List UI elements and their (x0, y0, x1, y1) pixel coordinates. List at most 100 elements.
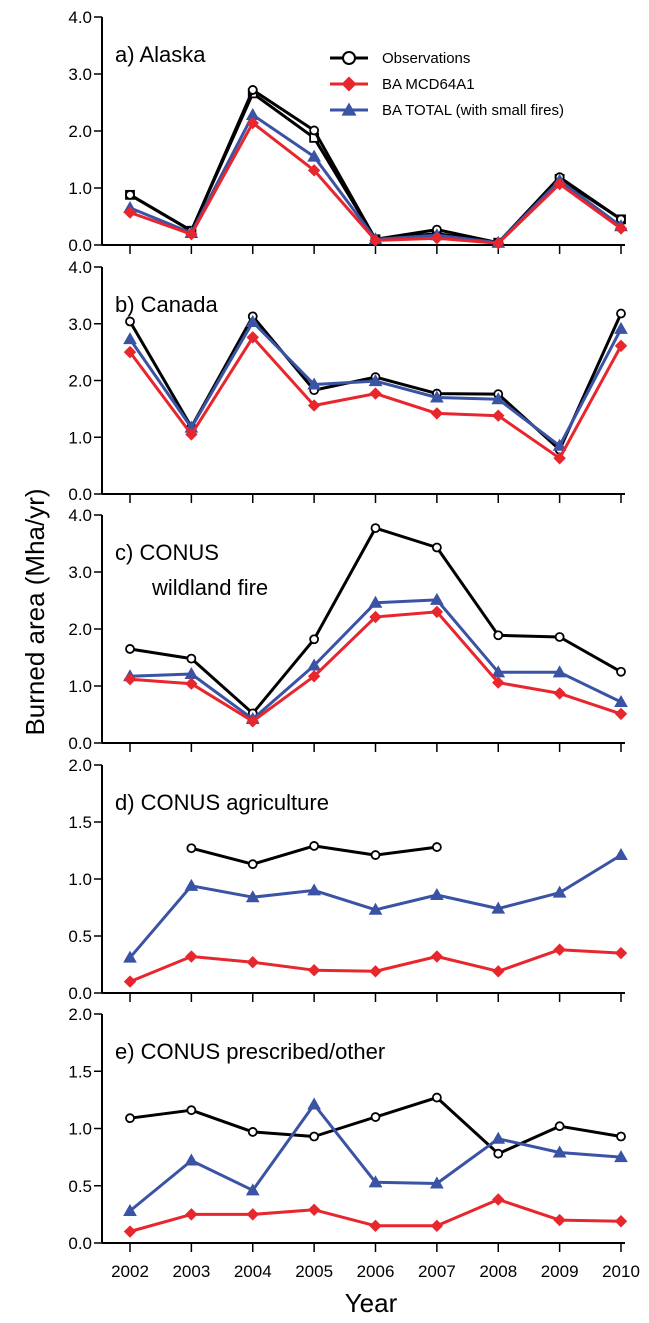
y-tick-label: 0.0 (68, 236, 92, 255)
data-point (553, 687, 566, 700)
data-point (245, 890, 260, 903)
data-point (430, 407, 444, 420)
data-point (309, 1131, 320, 1142)
y-tick-label: 2.0 (68, 1005, 92, 1024)
data-point (247, 859, 258, 870)
series-ba-total-with-small-fires- (123, 1097, 628, 1216)
y-axis-title: Burned area (Mha/yr) (20, 488, 50, 735)
data-point (186, 1105, 197, 1116)
data-point (368, 595, 383, 608)
data-point (614, 946, 628, 960)
data-point (552, 438, 567, 451)
y-tick-label: 0.5 (68, 927, 92, 946)
panel-title: e) CONUS prescribed/other (115, 1039, 385, 1064)
data-point (554, 1121, 565, 1132)
series-ba-mcd64a1 (123, 943, 628, 988)
data-point (307, 658, 321, 671)
data-point (123, 345, 137, 359)
data-point (492, 676, 505, 689)
y-tick-label: 0.5 (68, 1177, 92, 1196)
data-point (309, 634, 320, 645)
data-point (307, 1203, 321, 1217)
panel-3: 0.0 1.0 2.0 3.0 4.0 c) CONUS wildland fire (68, 506, 628, 753)
data-point (553, 177, 566, 191)
data-point (309, 841, 320, 851)
series-ba-total-with-small-fires- (123, 848, 628, 963)
data-point (430, 1219, 444, 1233)
x-tick-label: 2002 (111, 1262, 149, 1281)
x-tick-label: 2005 (295, 1262, 333, 1281)
data-point (369, 610, 382, 624)
data-point (492, 237, 505, 250)
data-point (246, 116, 259, 130)
data-point (614, 848, 628, 861)
y-tick-label: 3.0 (68, 563, 92, 582)
legend-label: BA TOTAL (with small fires) (382, 102, 564, 119)
data-point (491, 392, 506, 405)
y-tick-label: 4.0 (68, 258, 92, 277)
series-ba-total-with-small-fires- (123, 108, 628, 248)
panels-layer: 0.0 1.0 2.0 3.0 4.0 a) Alaska Observations BA M… (68, 8, 640, 1281)
data-point (614, 339, 628, 353)
x-tick-label: 2004 (234, 1262, 272, 1281)
series-ba-mcd64a1 (123, 116, 628, 250)
data-point (185, 950, 198, 963)
data-point (246, 956, 259, 969)
data-point (430, 231, 444, 245)
legend-marker (342, 51, 356, 65)
y-tick-label: 2.0 (68, 372, 92, 391)
series-ba-total-with-small-fires- (123, 315, 628, 451)
x-axis-title: Year (345, 1288, 398, 1318)
data-point (553, 943, 566, 956)
data-point (552, 665, 567, 678)
y-tick-label: 0.0 (68, 734, 92, 753)
data-point (246, 715, 259, 728)
data-point (123, 332, 137, 345)
data-point (125, 316, 135, 327)
panel-title: b) Canada (115, 292, 219, 317)
panel-title: d) CONUS agriculture (115, 790, 329, 815)
data-point (185, 428, 198, 441)
data-point (431, 1092, 442, 1103)
data-point (307, 377, 321, 390)
y-tick-label: 4.0 (68, 8, 92, 27)
data-point (307, 1097, 321, 1110)
data-point (614, 321, 628, 334)
data-point (554, 632, 565, 642)
data-point (614, 707, 628, 721)
data-point (184, 1153, 199, 1166)
data-point (492, 409, 505, 422)
series-ba-mcd64a1 (123, 605, 628, 728)
y-tick-label: 1.0 (68, 870, 92, 889)
series-observations (125, 523, 626, 719)
series-ba-mcd64a1 (123, 331, 628, 465)
data-point (307, 164, 321, 177)
data-point (616, 308, 626, 319)
data-point (368, 902, 383, 915)
data-point (431, 542, 442, 553)
data-point (125, 1113, 135, 1124)
data-point (491, 1131, 506, 1144)
data-point (123, 950, 137, 963)
series-line (129, 1096, 622, 1156)
series-line (129, 610, 622, 723)
data-point (370, 523, 381, 534)
panel-title-line2: wildland fire (151, 575, 268, 600)
panel-title: a) Alaska (115, 42, 206, 67)
data-point (370, 1112, 381, 1122)
legend-label: BA MCD64A1 (382, 76, 475, 93)
data-point (368, 374, 383, 387)
series-line (129, 121, 622, 245)
data-point (123, 1203, 137, 1216)
y-tick-label: 0.0 (68, 1234, 92, 1253)
data-point (125, 644, 135, 654)
data-point (369, 387, 382, 400)
data-point (247, 85, 258, 95)
data-point (553, 1213, 566, 1227)
data-point (492, 965, 505, 978)
data-point (491, 901, 506, 914)
data-point (552, 885, 567, 898)
data-point (614, 222, 628, 235)
y-tick-label: 4.0 (68, 506, 92, 525)
